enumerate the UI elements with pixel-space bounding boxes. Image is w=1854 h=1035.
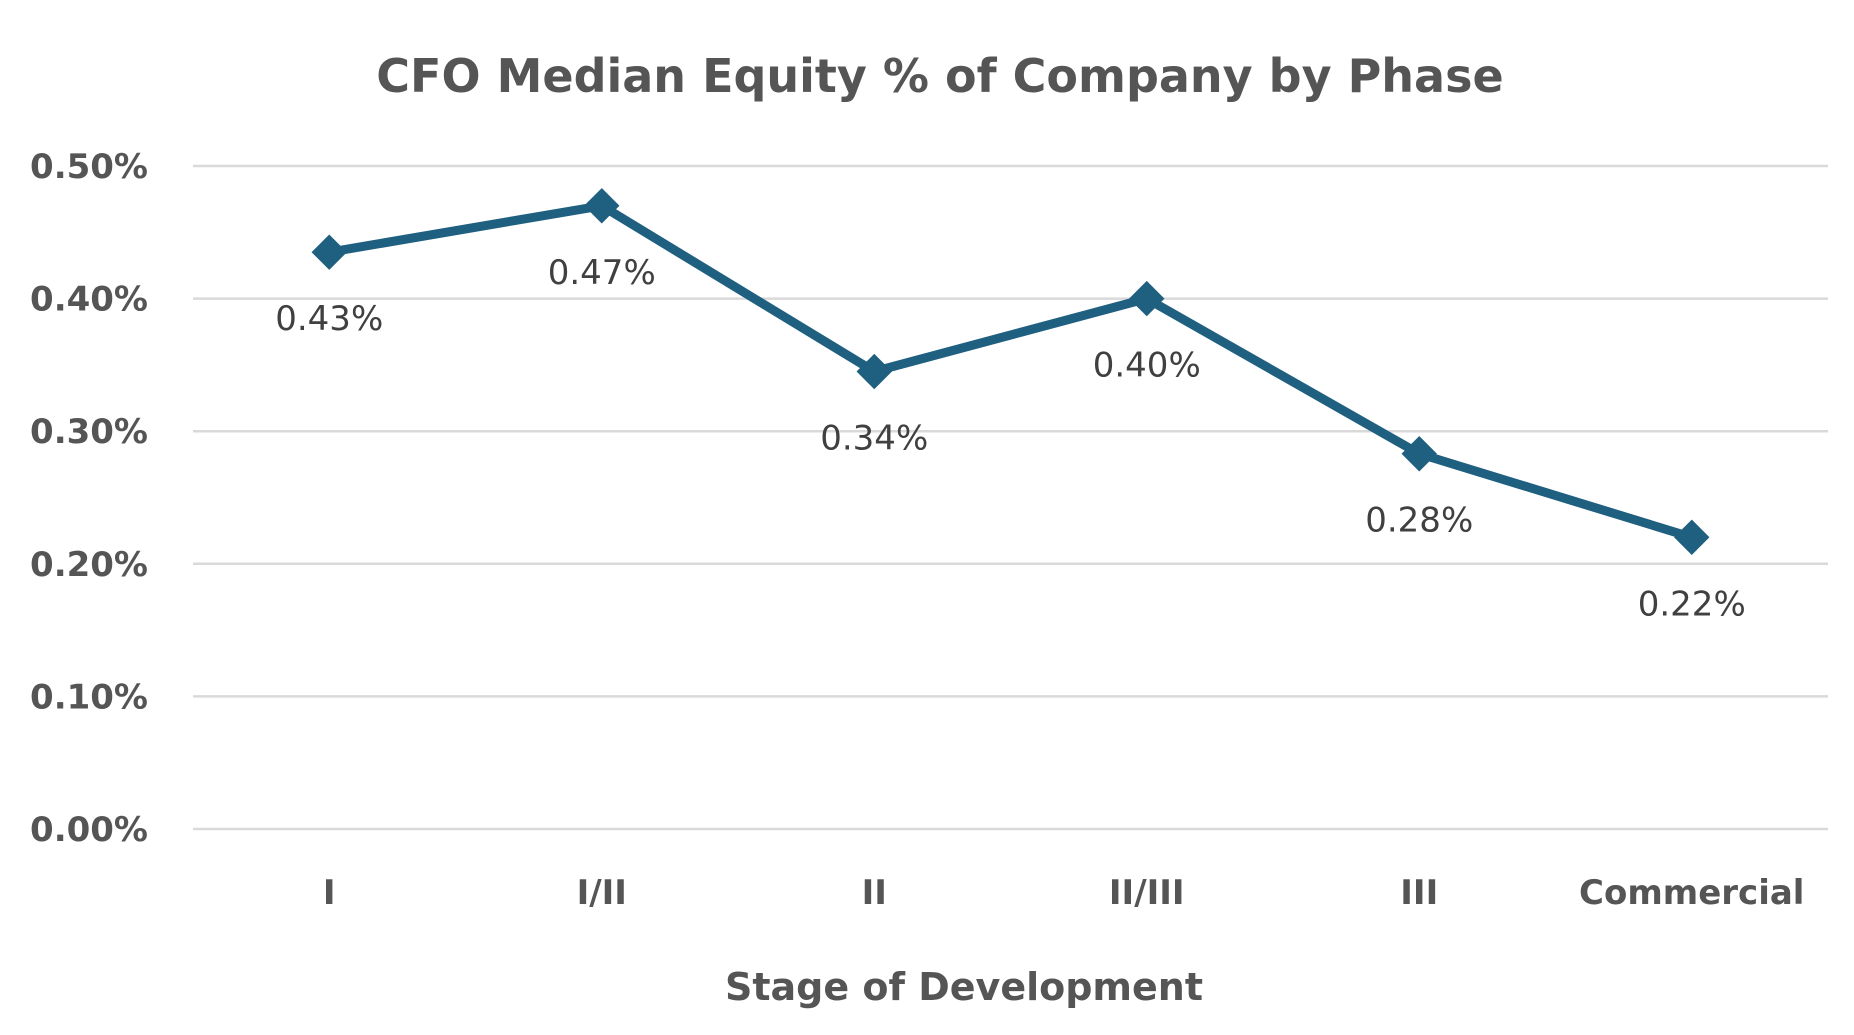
data-label: 0.43% xyxy=(275,299,383,339)
data-labels: 0.43% 0.47% 0.34% 0.40% 0.28% 0.22% xyxy=(275,253,1746,625)
data-label: 0.40% xyxy=(1093,346,1201,386)
data-label: 0.28% xyxy=(1365,501,1473,541)
x-tick-label: I xyxy=(323,873,336,913)
x-axis: I I/II II II/III III Commercial xyxy=(323,873,1805,913)
x-axis-title: Stage of Development xyxy=(725,965,1203,1009)
y-tick-label: 0.50% xyxy=(30,147,148,187)
data-point-marker xyxy=(856,353,892,390)
data-point-marker xyxy=(584,188,620,224)
y-tick-label: 0.30% xyxy=(30,412,148,452)
gridlines xyxy=(193,164,1828,831)
data-point-marker xyxy=(1129,280,1165,317)
data-label: 0.34% xyxy=(820,419,928,459)
data-label: 0.22% xyxy=(1638,584,1746,624)
series-markers xyxy=(311,188,1710,555)
x-tick-label: II/III xyxy=(1109,873,1185,913)
data-point-marker xyxy=(311,234,347,270)
data-label: 0.47% xyxy=(548,253,656,293)
series-line xyxy=(324,201,1697,542)
y-tick-label: 0.00% xyxy=(30,810,148,850)
y-axis: 0.00% 0.10% 0.20% 0.30% 0.40% 0.50% xyxy=(30,147,148,850)
y-tick-label: 0.10% xyxy=(30,677,148,717)
y-tick-label: 0.20% xyxy=(30,545,148,585)
y-tick-label: 0.40% xyxy=(30,280,148,320)
data-point-marker xyxy=(1401,436,1437,472)
chart-title: CFO Median Equity % of Company by Phase xyxy=(376,49,1503,103)
x-tick-label: III xyxy=(1400,873,1438,913)
series-line-layer xyxy=(324,201,1697,542)
x-tick-label: I/II xyxy=(577,873,627,913)
x-tick-label: Commercial xyxy=(1579,873,1804,913)
x-tick-label: II xyxy=(862,873,887,913)
data-point-marker xyxy=(1674,519,1710,555)
